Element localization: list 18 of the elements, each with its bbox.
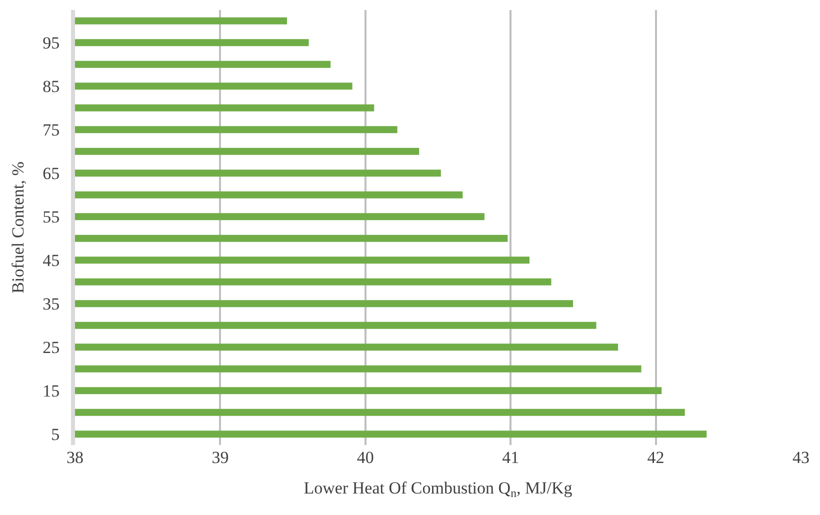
y-tick-label: 15 bbox=[42, 382, 60, 401]
x-tick-label: 42 bbox=[647, 448, 664, 467]
x-tick-label: 39 bbox=[212, 448, 229, 467]
x-tick-label: 41 bbox=[502, 448, 520, 467]
y-tick-label: 5 bbox=[51, 425, 60, 444]
y-tick-label: 25 bbox=[42, 338, 60, 358]
x-tick-label: 43 bbox=[792, 448, 810, 467]
y-tick-label: 75 bbox=[42, 120, 60, 140]
y-tick-label: 95 bbox=[42, 34, 60, 53]
y-axis-title: Biofuel Content, % bbox=[8, 162, 28, 294]
y-tick-label: 45 bbox=[42, 251, 60, 270]
x-axis-title: Lower Heat Of Combustion Q$_{n}$, MJ/Kg bbox=[304, 478, 573, 500]
x-tick-label: 40 bbox=[356, 448, 374, 467]
x-tick-label: 38 bbox=[66, 448, 84, 467]
y-tick-label: 55 bbox=[42, 208, 60, 227]
y-tick-label: 65 bbox=[42, 164, 60, 184]
y-tick-label: 35 bbox=[42, 294, 60, 314]
y-tick-label: 85 bbox=[42, 77, 60, 96]
